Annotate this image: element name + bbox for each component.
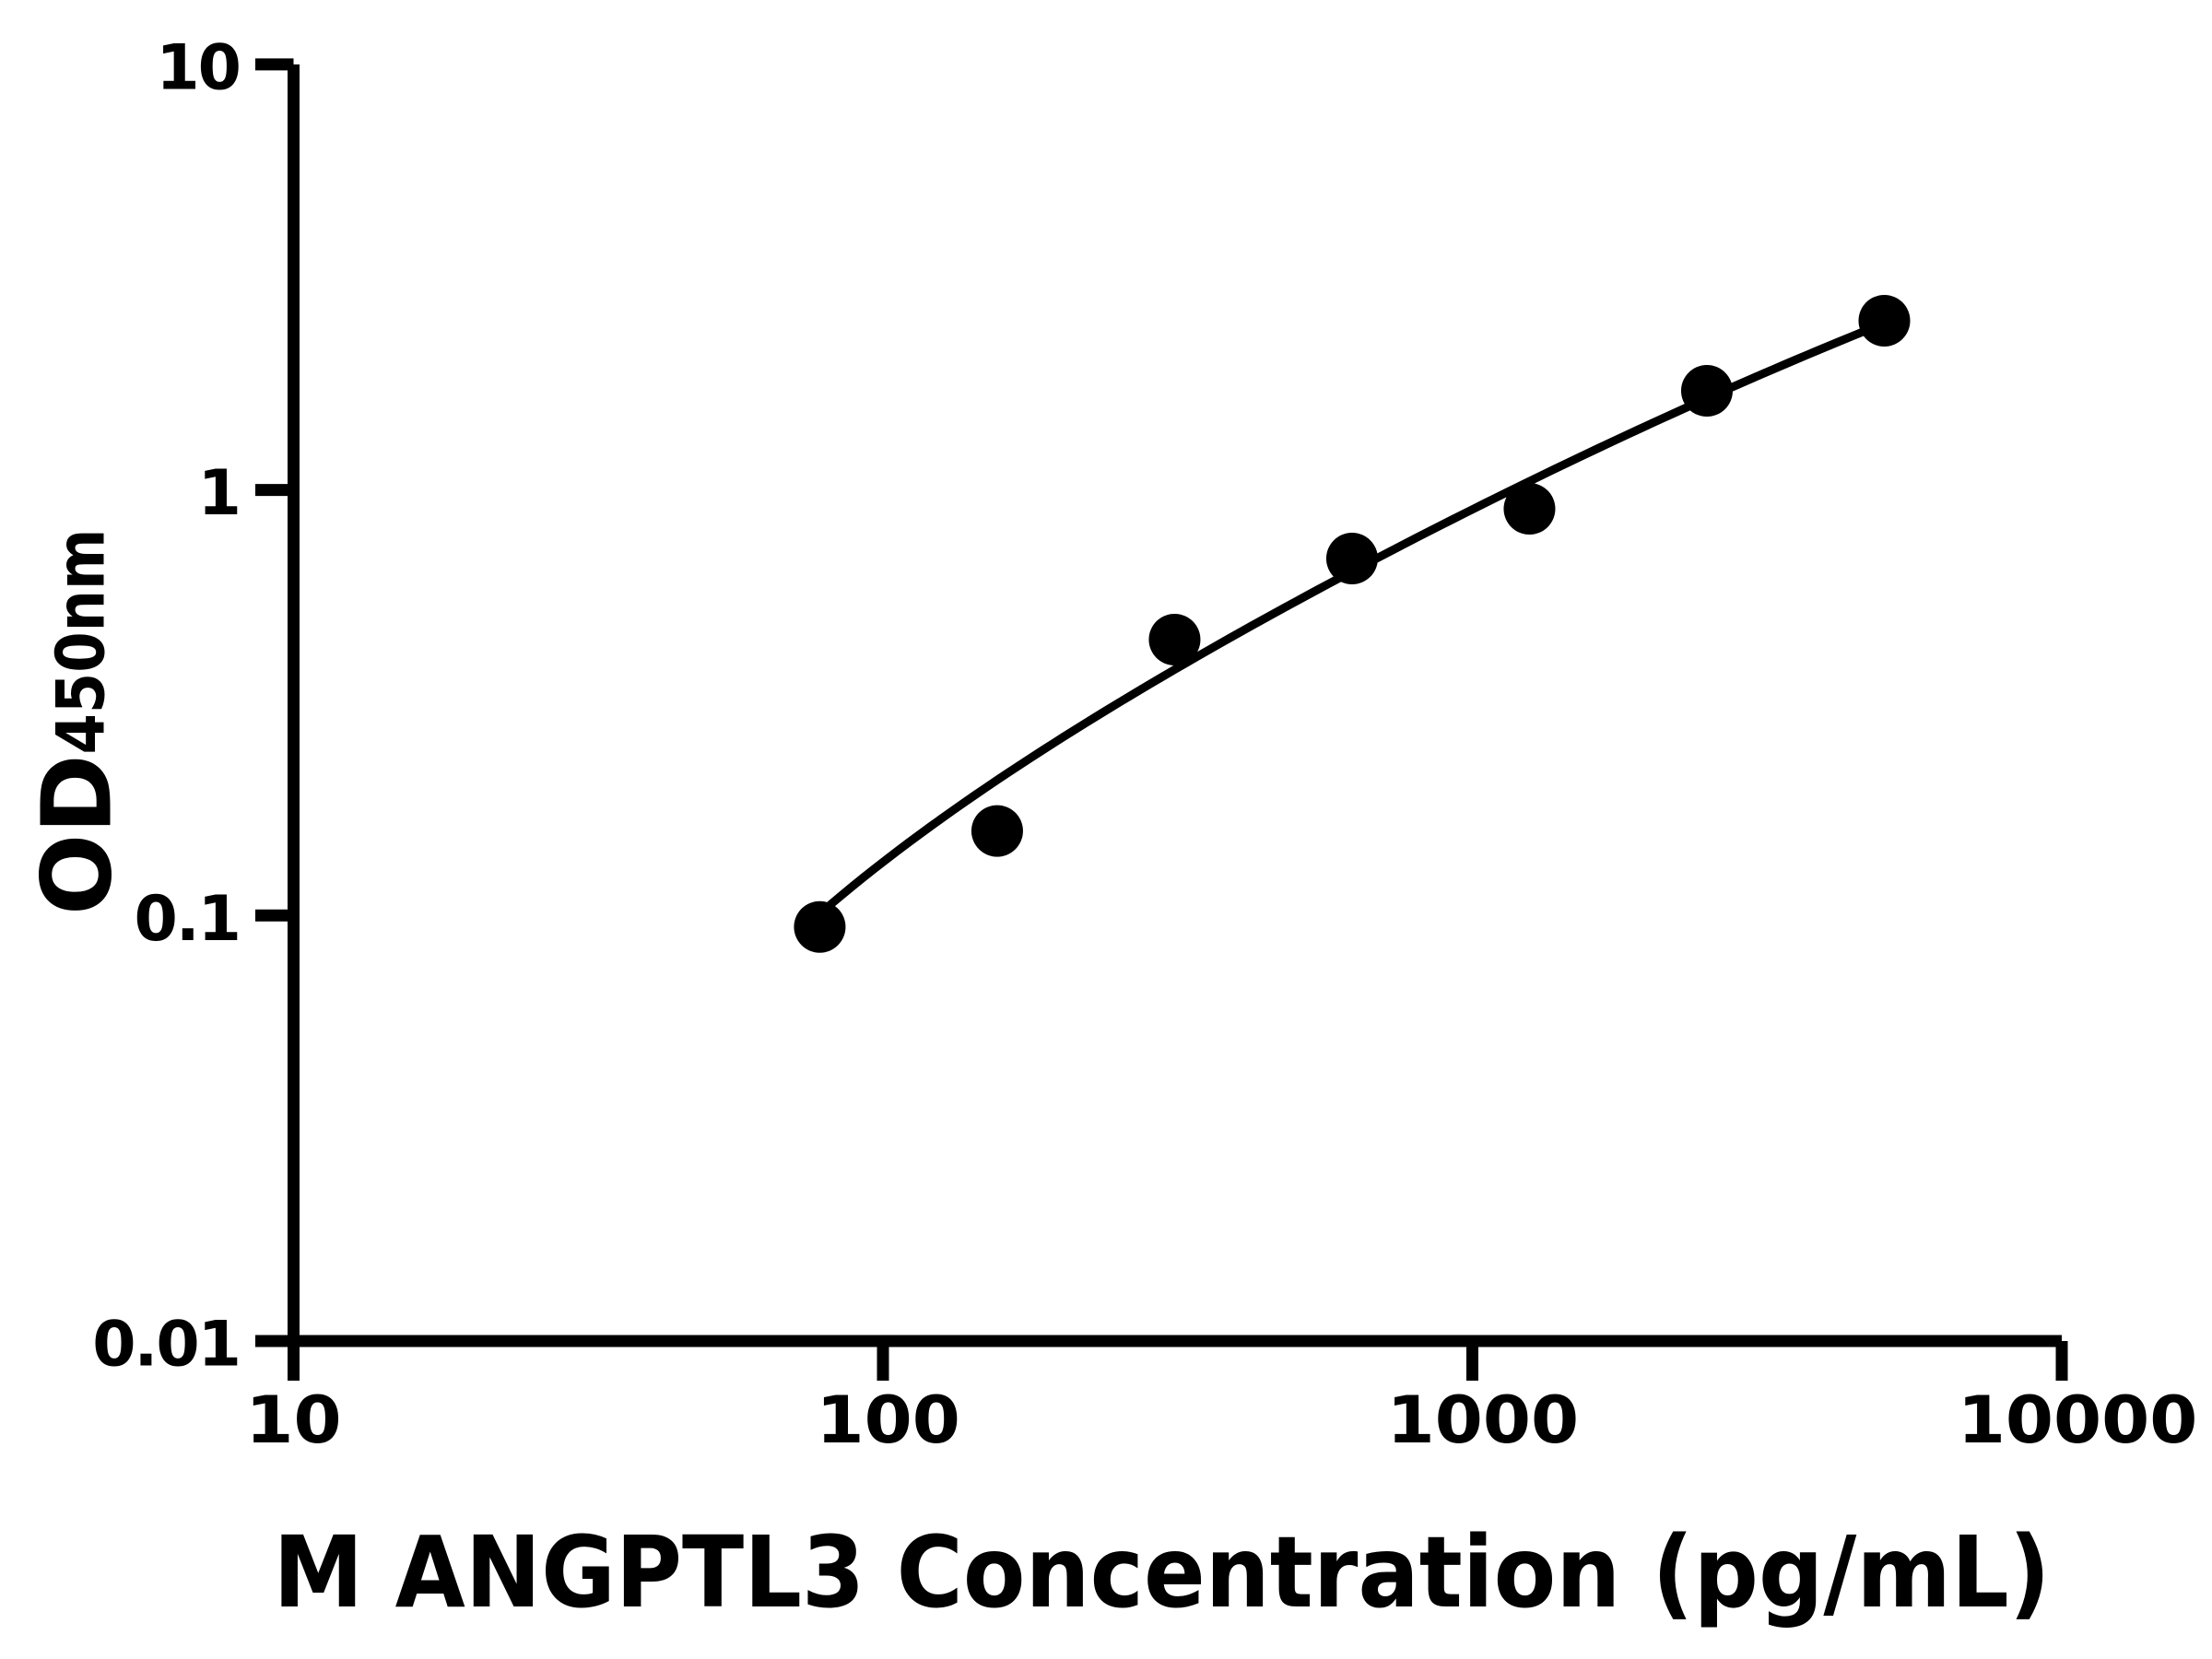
y-axis-title-subscript: 450nm	[43, 529, 121, 755]
data-point	[1503, 483, 1556, 535]
axes	[255, 58, 2068, 1381]
x-tick-label: 10	[245, 1383, 341, 1458]
data-point	[794, 900, 846, 953]
data-point	[971, 805, 1023, 857]
y-axis-title-main: OD	[21, 754, 134, 915]
tick-labels: 10 100 1000 10000 0.01 0.1 1 10	[92, 31, 2197, 1458]
data-point	[1148, 613, 1201, 665]
y-tick-label: 0.1	[135, 883, 240, 956]
data-point	[1325, 533, 1378, 585]
y-tick-label: 1	[198, 457, 240, 530]
data-point	[1858, 294, 1911, 347]
x-tick-label: 10000	[1958, 1383, 2198, 1458]
y-tick-label: 0.01	[92, 1309, 240, 1382]
x-tick-label: 1000	[1387, 1383, 1579, 1458]
data-point	[1680, 365, 1733, 418]
y-tick-label: 10	[156, 31, 240, 104]
data-points	[794, 294, 1911, 953]
x-tick-label: 100	[817, 1383, 960, 1458]
x-axis-title: M ANGPTL3 Concentration (pg/mL)	[273, 1516, 2050, 1630]
